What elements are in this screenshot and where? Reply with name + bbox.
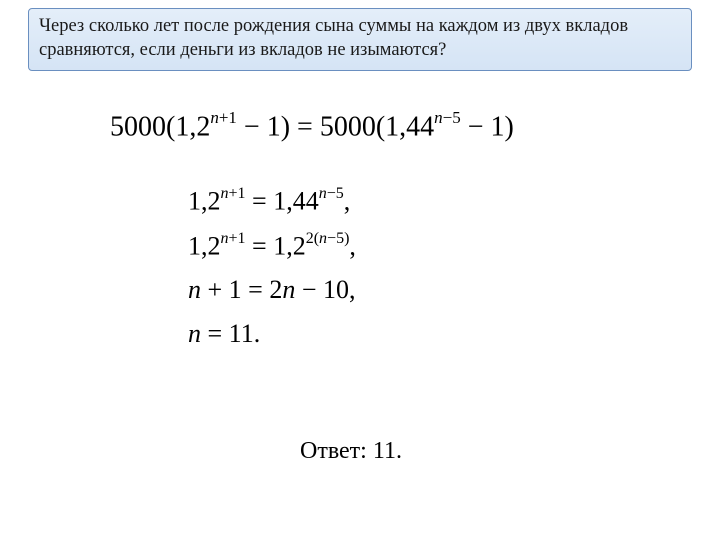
r2-r-exp-var: n	[319, 230, 327, 247]
r3-lhs-var: n	[188, 275, 201, 304]
r2-l-exp-op: +	[229, 230, 238, 247]
eq1-rhs-coeff: 5000	[320, 111, 376, 142]
r1-l-exp-var: n	[221, 185, 229, 202]
r2-r-exp-op: −	[327, 230, 336, 247]
derivation-steps: 1,2n+1 = 1,44n−5, 1,2n+1 = 1,22(n−5), n …	[188, 188, 356, 347]
r4-punct: .	[254, 319, 261, 348]
r1-r-exp-num: 5	[336, 185, 344, 202]
eq1-eq: =	[290, 111, 320, 142]
answer-label: Ответ:	[300, 438, 373, 464]
eq1-lhs-coeff: 5000	[110, 111, 166, 142]
r1-l-exp-op: +	[229, 185, 238, 202]
r1-r-base: 1,44	[273, 187, 319, 216]
eq1-lhs-base: 1,2	[175, 111, 210, 142]
eq1-rhs-tail: − 1)	[461, 111, 514, 142]
eq1-lhs-tail: − 1)	[237, 111, 290, 142]
equation-main: 5000(1,2n+1 − 1) = 5000(1,44n−5 − 1)	[110, 110, 514, 143]
step-row-2: 1,2n+1 = 1,22(n−5),	[188, 233, 356, 260]
r1-l-exp-num: 1	[238, 185, 246, 202]
question-text: Через сколько лет после рождения сына су…	[39, 16, 628, 60]
r2-l-exp-num: 1	[238, 230, 246, 247]
r2-r-exp-num: 5	[336, 230, 344, 247]
r1-l-base: 1,2	[188, 187, 221, 216]
r2-r-exp-pre: 2(	[306, 230, 319, 247]
eq1-lhs-exp-op: +	[219, 108, 229, 127]
answer-value: 11.	[373, 438, 402, 464]
eq1-rhs-base: 1,44	[385, 111, 434, 142]
r1-eq: =	[246, 187, 274, 216]
r3-punct: ,	[349, 275, 356, 304]
r4-var: n	[188, 319, 201, 348]
eq1-lhs-exp-var: n	[210, 108, 219, 127]
eq1-rhs-exp-var: n	[434, 108, 443, 127]
step-row-3: n + 1 = 2n − 10,	[188, 277, 356, 303]
r2-r-base: 1,2	[273, 231, 306, 260]
eq1-rhs-exp-num: 5	[452, 108, 461, 127]
answer-line: Ответ: 11.	[300, 438, 402, 465]
r2-l-base: 1,2	[188, 231, 221, 260]
step-row-1: 1,2n+1 = 1,44n−5,	[188, 188, 356, 215]
question-box: Через сколько лет после рождения сына су…	[28, 8, 692, 71]
r3-rhs-var: n	[282, 275, 295, 304]
r2-r-exp-post: )	[344, 230, 349, 247]
r2-eq: =	[246, 231, 274, 260]
r4-rest: = 11	[201, 319, 254, 348]
r1-r-exp-var: n	[319, 185, 327, 202]
r2-l-exp-var: n	[221, 230, 229, 247]
r3-rhs-rest: − 10	[295, 275, 349, 304]
r1-r-exp-op: −	[327, 185, 336, 202]
step-row-4: n = 11.	[188, 321, 356, 347]
eq1-rhs-exp-op: −	[443, 108, 453, 127]
r3-lhs-rest: + 1 = 2	[201, 275, 282, 304]
r1-punct: ,	[344, 187, 351, 216]
r2-punct: ,	[349, 231, 356, 260]
eq1-lhs-exp-num: 1	[228, 108, 237, 127]
